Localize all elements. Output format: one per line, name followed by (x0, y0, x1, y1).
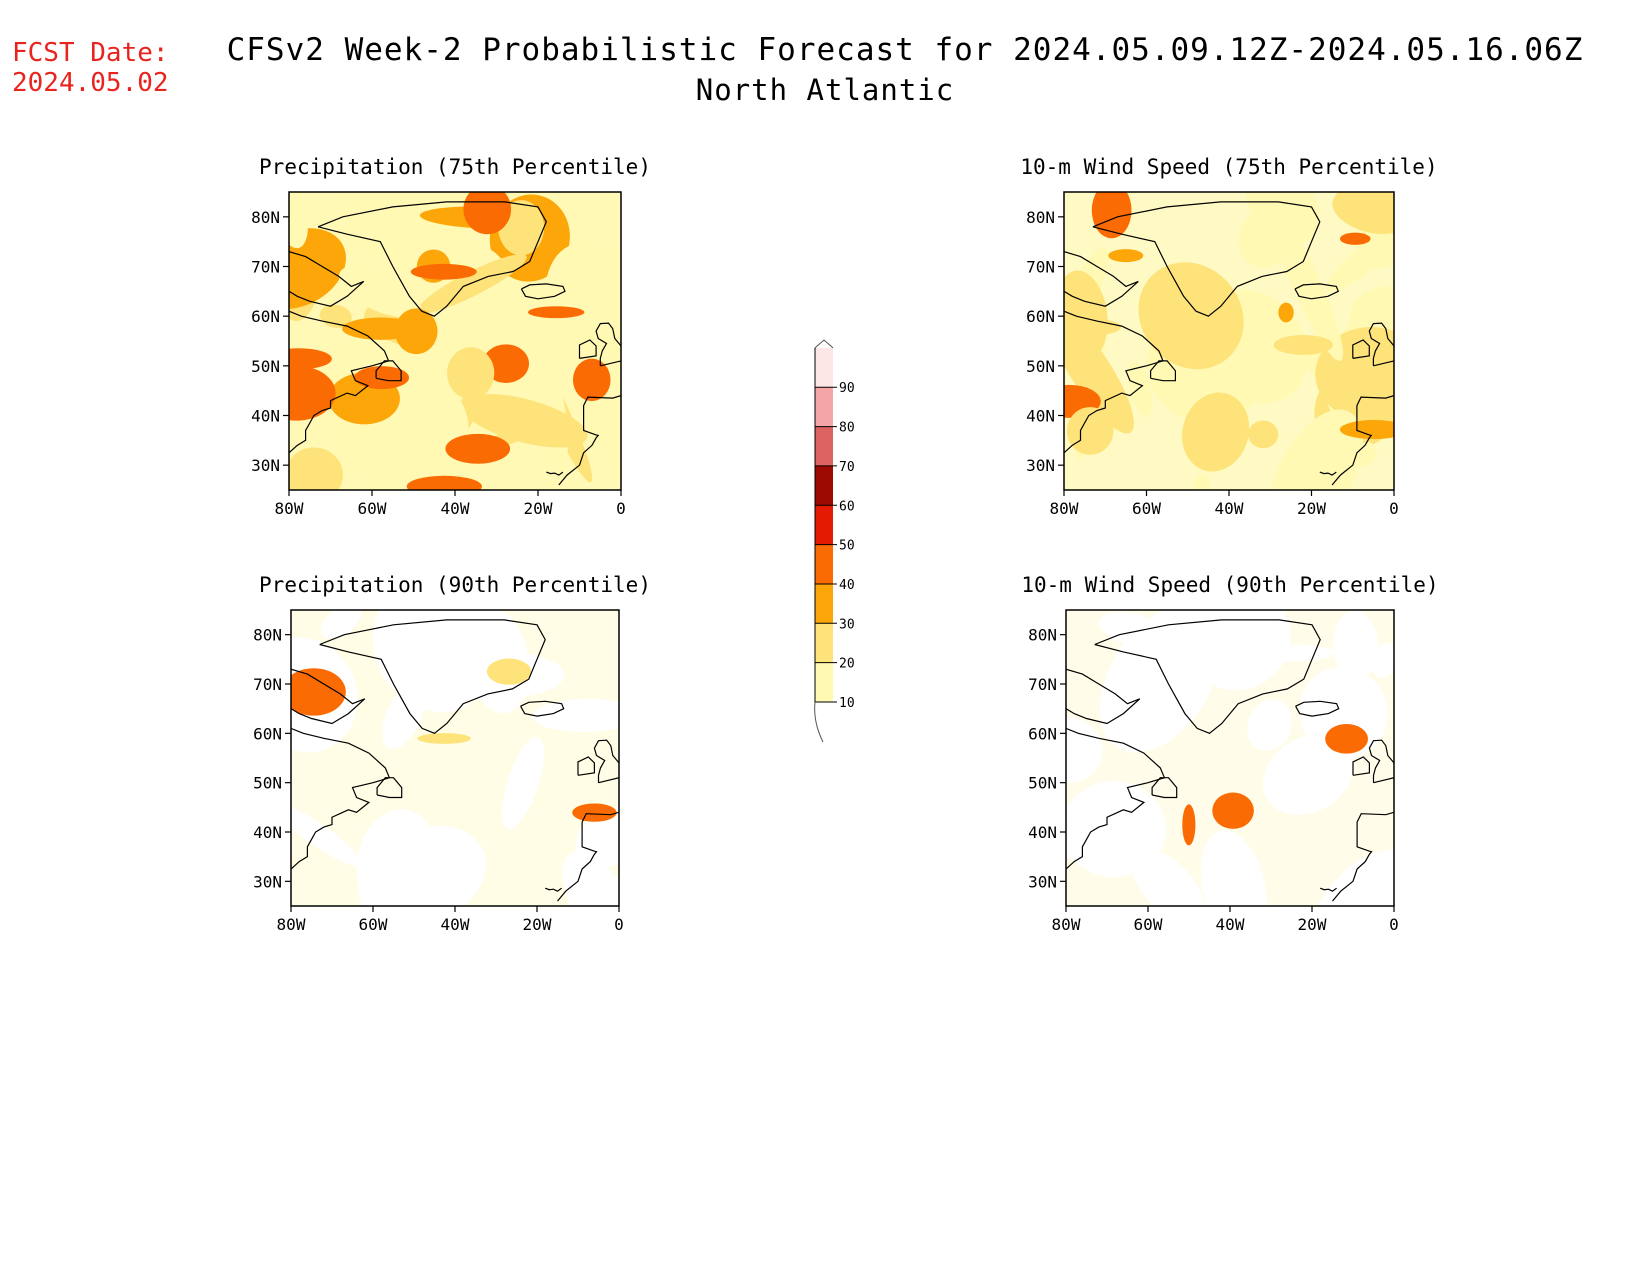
coastlines (1064, 201, 1394, 486)
lat-tick-label: 80N (251, 208, 280, 227)
lat-tick-label: 60N (251, 307, 280, 326)
colorbar-swatch (815, 662, 833, 702)
colorbar-label: 60 (839, 499, 855, 514)
lon-tick-label: 20W (523, 915, 552, 934)
lon-tick-label: 40W (1215, 499, 1244, 518)
lat-tick-label: 50N (251, 357, 280, 376)
forecast-date-value: 2024.05.02 (12, 68, 169, 98)
lat-tick-label: 80N (1028, 626, 1057, 645)
lat-tick-label: 80N (253, 626, 282, 645)
lat-tick-label: 30N (1028, 872, 1057, 891)
lat-tick-label: 50N (253, 774, 282, 793)
colorbar-swatch (815, 623, 833, 663)
lat-tick-label: 80N (1026, 208, 1055, 227)
lat-tick-label: 70N (253, 675, 282, 694)
lat-tick-label: 40N (253, 823, 282, 842)
map-panel-wind-75: 10-m Wind Speed (75th Percentile) 80W 60W 4… (1020, 155, 1437, 518)
lon-tick-label: 80W (277, 915, 306, 934)
lat-tick-label: 30N (1026, 456, 1055, 475)
lon-tick-label: 60W (1134, 915, 1163, 934)
lon-tick-label: 80W (275, 499, 304, 518)
probability-field (289, 192, 621, 490)
forecast-date-block: FCST Date: 2024.05.02 (12, 38, 169, 98)
colorbar-label: 30 (839, 617, 855, 632)
lon-tick-label: 0 (614, 915, 624, 934)
colorbar-swatch (815, 347, 833, 388)
lat-tick-label: 40N (251, 407, 280, 426)
colorbar-label: 40 (839, 578, 855, 593)
colorbar-label: 90 (839, 381, 855, 396)
coastlines (289, 201, 621, 486)
colorbar-label: 50 (839, 539, 855, 554)
lon-tick-label: 60W (358, 499, 387, 518)
lat-tick-label: 70N (1028, 675, 1057, 694)
probability-field (1064, 192, 1394, 490)
lat-tick-label: 60N (1028, 724, 1057, 743)
lat-tick-label: 60N (253, 724, 282, 743)
region-title: North Atlantic (695, 73, 955, 107)
lat-tick-label: 70N (251, 258, 280, 277)
lon-tick-label: 80W (1050, 499, 1079, 518)
colorbar-label: 80 (839, 421, 855, 436)
map-panel-wind-90: 10-m Wind Speed (90th Percentile) 80W 60W 4… (1021, 573, 1438, 934)
coastlines (1066, 619, 1394, 902)
lat-tick-label: 30N (251, 456, 280, 475)
colorbar-swatch (815, 583, 833, 624)
map-panel-precip-75: Precipitation (75th Percentile) 80W 60W 40W… (251, 155, 651, 518)
panel-title: 10-m Wind Speed (75th Percentile) (1020, 155, 1437, 179)
colorbar-label: 10 (839, 696, 855, 711)
coastlines (291, 619, 619, 902)
lon-tick-label: 20W (524, 499, 553, 518)
map-panel-precip-90: Precipitation (90th Percentile) 80W 60W 40W… (253, 573, 651, 934)
lon-tick-label: 60W (359, 915, 388, 934)
colorbar-swatch (815, 505, 833, 545)
lon-tick-label: 20W (1298, 915, 1327, 934)
lat-tick-label: 50N (1026, 357, 1055, 376)
colorbar-label: 70 (839, 460, 855, 475)
panel-title: Precipitation (75th Percentile) (259, 155, 651, 179)
lat-tick-label: 40N (1026, 407, 1055, 426)
colorbar-label: 20 (839, 657, 855, 672)
panel-title: Precipitation (90th Percentile) (259, 573, 651, 597)
lon-tick-label: 0 (616, 499, 626, 518)
lat-tick-label: 70N (1026, 258, 1055, 277)
colorbar-swatch (815, 426, 833, 466)
main-title-block: CFSv2 Week-2 Probabilistic Forecast for … (0, 30, 1650, 110)
lon-tick-label: 40W (441, 915, 470, 934)
colorbar: 10 20 30 40 50 60 70 80 90 (814, 339, 855, 743)
colorbar-swatch (815, 544, 833, 584)
colorbar-swatch (815, 387, 833, 427)
lon-tick-label: 40W (1216, 915, 1245, 934)
lon-tick-label: 40W (441, 499, 470, 518)
lat-tick-label: 40N (1028, 823, 1057, 842)
lon-tick-label: 0 (1389, 915, 1399, 934)
lon-tick-label: 80W (1052, 915, 1081, 934)
lon-tick-label: 0 (1389, 499, 1399, 518)
lon-tick-label: 20W (1297, 499, 1326, 518)
lat-tick-label: 50N (1028, 774, 1057, 793)
lon-tick-label: 60W (1132, 499, 1161, 518)
panel-title: 10-m Wind Speed (90th Percentile) (1021, 573, 1438, 597)
probability-field (291, 610, 619, 906)
forecast-date-label: FCST Date: (12, 38, 169, 68)
lat-tick-label: 60N (1026, 307, 1055, 326)
lat-tick-label: 30N (253, 872, 282, 891)
colorbar-swatch (815, 465, 833, 506)
main-title: CFSv2 Week-2 Probabilistic Forecast for … (226, 32, 1584, 68)
